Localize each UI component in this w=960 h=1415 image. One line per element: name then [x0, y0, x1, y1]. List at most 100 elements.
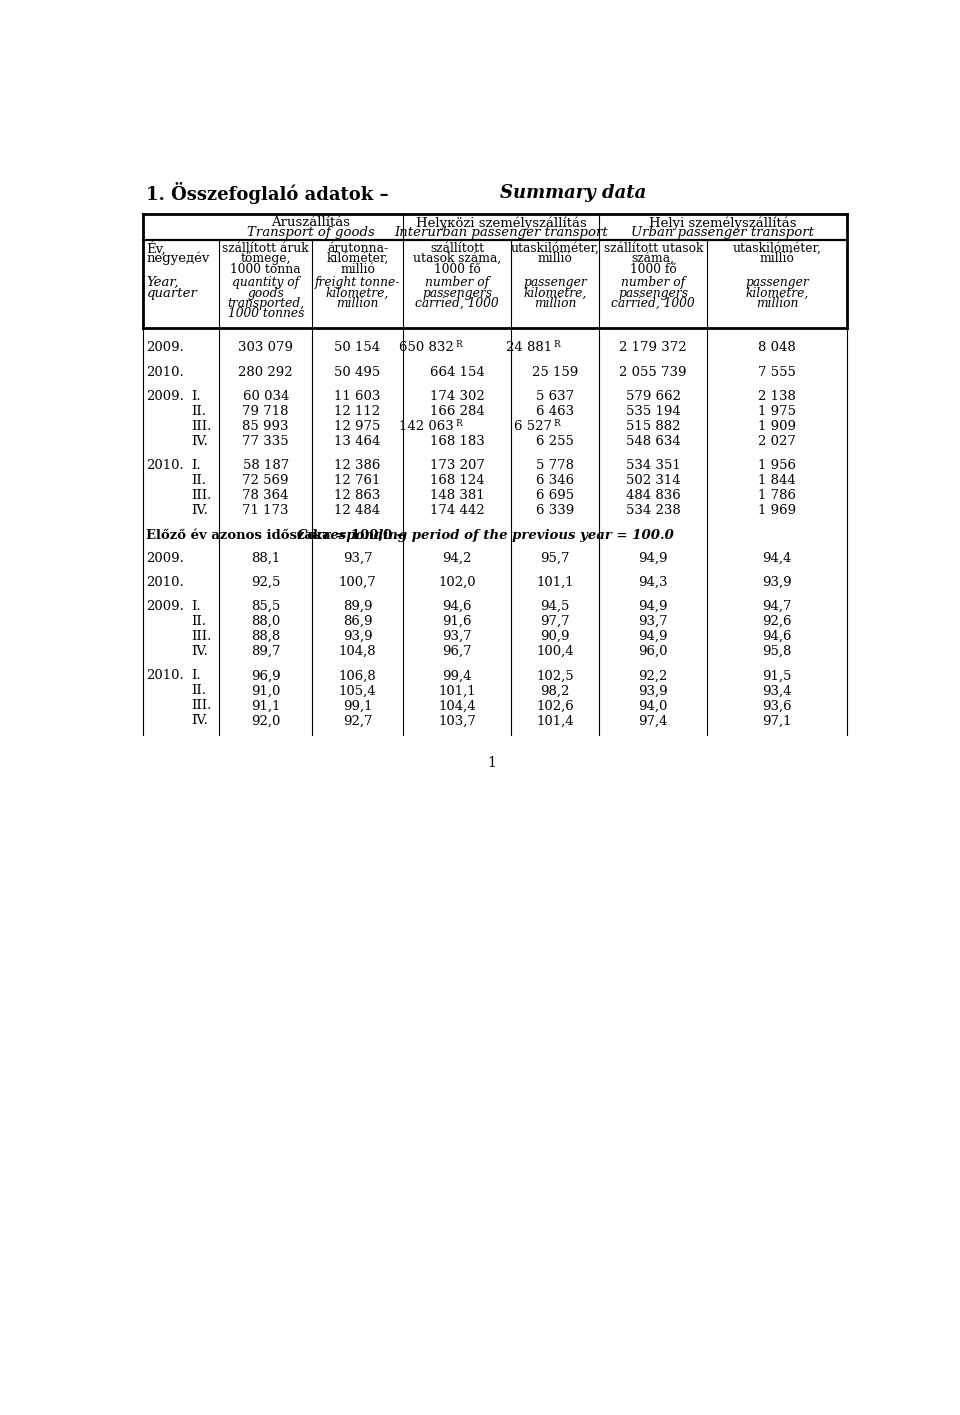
Text: 58 187: 58 187	[243, 460, 289, 473]
Text: 97,7: 97,7	[540, 616, 570, 628]
Text: 96,0: 96,0	[638, 645, 668, 658]
Text: 579 662: 579 662	[626, 391, 681, 403]
Text: 94,4: 94,4	[762, 552, 792, 565]
Text: 79 718: 79 718	[243, 405, 289, 417]
Text: 1000 fő: 1000 fő	[630, 263, 677, 276]
Text: 174 302: 174 302	[430, 391, 485, 403]
Text: Helyi személyszállítás: Helyi személyszállítás	[649, 216, 797, 229]
Text: 168 183: 168 183	[430, 434, 485, 449]
Text: Áruszállítás: Áruszállítás	[272, 216, 350, 229]
Text: 92,6: 92,6	[762, 616, 792, 628]
Text: 166 284: 166 284	[430, 405, 485, 417]
Text: III.: III.	[191, 699, 211, 712]
Text: 6 527: 6 527	[514, 420, 552, 433]
Text: 1 909: 1 909	[758, 420, 796, 433]
Text: millió: millió	[759, 252, 795, 265]
Text: 1000 fő: 1000 fő	[434, 263, 481, 276]
Text: freight tonne-: freight tonne-	[315, 276, 400, 289]
Text: 1000 tonna: 1000 tonna	[230, 263, 301, 276]
Text: Transport of goods: Transport of goods	[247, 225, 375, 239]
Text: 94,6: 94,6	[443, 600, 472, 613]
Text: passenger: passenger	[523, 276, 587, 289]
Text: million: million	[534, 297, 576, 310]
Text: 5 778: 5 778	[537, 460, 574, 473]
Text: 8 048: 8 048	[758, 341, 796, 354]
Text: 94,3: 94,3	[638, 576, 668, 589]
Text: 173 207: 173 207	[430, 460, 485, 473]
Text: 650 832: 650 832	[399, 341, 454, 354]
Text: 1 975: 1 975	[758, 405, 796, 417]
Text: 91,5: 91,5	[762, 669, 792, 682]
Text: Urban passenger transport: Urban passenger transport	[632, 225, 814, 239]
Text: 106,8: 106,8	[339, 669, 376, 682]
Text: 92,0: 92,0	[251, 715, 280, 727]
Text: 2009.: 2009.	[146, 600, 184, 613]
Text: R: R	[554, 419, 561, 427]
Text: 1 969: 1 969	[758, 504, 796, 518]
Text: 105,4: 105,4	[339, 685, 376, 698]
Text: 2 055 739: 2 055 739	[619, 365, 687, 379]
Text: 99,4: 99,4	[443, 669, 472, 682]
Text: 93,6: 93,6	[762, 699, 792, 712]
Text: Summary data: Summary data	[500, 184, 646, 202]
Text: II.: II.	[191, 685, 206, 698]
Text: utaskilóméter,: utaskilóméter,	[732, 242, 822, 255]
Text: 174 442: 174 442	[430, 504, 485, 518]
Text: 502 314: 502 314	[626, 474, 681, 487]
Text: IV.: IV.	[191, 645, 208, 658]
Text: 50 495: 50 495	[334, 365, 381, 379]
Text: 50 154: 50 154	[334, 341, 380, 354]
Text: II.: II.	[191, 474, 206, 487]
Text: 71 173: 71 173	[243, 504, 289, 518]
Text: 1. Összefoglaló adatok –: 1. Összefoglaló adatok –	[146, 183, 396, 204]
Text: 100,7: 100,7	[339, 576, 376, 589]
Text: 94,9: 94,9	[638, 600, 668, 613]
Text: million: million	[756, 297, 799, 310]
Text: 664 154: 664 154	[430, 365, 485, 379]
Text: Előző év azonos időszaka = 100,0 –: Előző év azonos időszaka = 100,0 –	[146, 529, 408, 542]
Text: 102,5: 102,5	[537, 669, 574, 682]
Text: 1 786: 1 786	[758, 490, 796, 502]
Text: 280 292: 280 292	[238, 365, 293, 379]
Text: 104,4: 104,4	[439, 699, 476, 712]
Text: 94,7: 94,7	[762, 600, 792, 613]
Text: 2010.: 2010.	[146, 460, 184, 473]
Text: 101,4: 101,4	[537, 715, 574, 727]
Text: 12 761: 12 761	[334, 474, 381, 487]
Text: Év,: Év,	[146, 241, 166, 256]
Text: 1 844: 1 844	[758, 474, 796, 487]
Text: passengers: passengers	[618, 286, 688, 300]
Text: 78 364: 78 364	[243, 490, 289, 502]
Text: 95,7: 95,7	[540, 552, 570, 565]
Text: II.: II.	[191, 405, 206, 417]
Text: 97,4: 97,4	[638, 715, 668, 727]
Text: quarter: quarter	[146, 286, 197, 300]
Text: 72 569: 72 569	[243, 474, 289, 487]
Text: 95,8: 95,8	[762, 645, 792, 658]
Text: 25 159: 25 159	[532, 365, 578, 379]
Text: 2009.: 2009.	[146, 552, 184, 565]
Text: 148 381: 148 381	[430, 490, 485, 502]
Text: 94,9: 94,9	[638, 552, 668, 565]
Text: 93,9: 93,9	[762, 576, 792, 589]
Text: millió: millió	[538, 252, 572, 265]
Text: 2 027: 2 027	[758, 434, 796, 449]
Text: 85,5: 85,5	[252, 600, 280, 613]
Text: 2 179 372: 2 179 372	[619, 341, 687, 354]
Text: carried, 1000: carried, 1000	[416, 297, 499, 310]
Text: 100,4: 100,4	[537, 645, 574, 658]
Text: 91,0: 91,0	[251, 685, 280, 698]
Text: 93,7: 93,7	[638, 616, 668, 628]
Text: 88,8: 88,8	[252, 630, 280, 642]
Text: Corresponding period of the previous year = 100.0: Corresponding period of the previous yea…	[297, 529, 674, 542]
Text: 89,7: 89,7	[251, 645, 280, 658]
Text: 96,7: 96,7	[443, 645, 472, 658]
Text: goods: goods	[248, 286, 284, 300]
Text: kilóméter,: kilóméter,	[326, 252, 389, 265]
Text: IV.: IV.	[191, 504, 208, 518]
Text: 534 351: 534 351	[626, 460, 681, 473]
Text: 92,7: 92,7	[343, 715, 372, 727]
Text: árutonna-: árutonna-	[327, 242, 388, 255]
Text: 13 464: 13 464	[334, 434, 381, 449]
Text: 12 112: 12 112	[334, 405, 380, 417]
